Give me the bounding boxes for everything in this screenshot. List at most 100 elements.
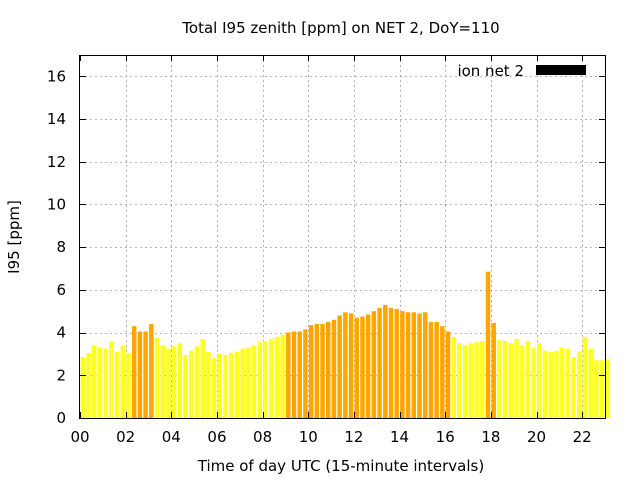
- bar: [588, 348, 593, 418]
- y-tick-label: 0: [56, 409, 66, 427]
- bar: [497, 340, 502, 418]
- x-tick-label: 06: [207, 428, 226, 446]
- bar: [525, 341, 531, 418]
- bar: [520, 345, 525, 418]
- bar: [462, 345, 468, 418]
- bars: [80, 271, 611, 418]
- x-tick-label: 16: [436, 428, 455, 446]
- bar: [514, 338, 519, 418]
- bar: [605, 359, 611, 418]
- bar: [234, 351, 240, 418]
- gridlines: [80, 55, 605, 418]
- x-tick-label: 18: [481, 428, 500, 446]
- bar: [542, 350, 548, 418]
- bar: [480, 341, 485, 418]
- bar: [394, 309, 399, 418]
- x-tick-label: 04: [162, 428, 181, 446]
- bar: [371, 311, 377, 418]
- bar: [274, 336, 280, 418]
- bar: [440, 326, 445, 418]
- bar: [297, 331, 302, 418]
- bar: [474, 342, 479, 418]
- bar: [109, 341, 114, 418]
- bar: [599, 360, 605, 418]
- bar: [183, 355, 188, 418]
- bar: [120, 345, 126, 418]
- bar: [177, 343, 183, 418]
- bar: [434, 321, 439, 418]
- x-tick-label: 08: [253, 428, 272, 446]
- plot-frame: [79, 55, 606, 419]
- legend: ion net 2: [457, 62, 586, 80]
- bar: [326, 321, 331, 418]
- x-axis-label: Time of day UTC (15-minute intervals): [197, 457, 484, 475]
- bar: [537, 343, 542, 418]
- y-tick-label: 12: [47, 153, 66, 171]
- bar: [548, 351, 554, 418]
- bar: [417, 313, 422, 418]
- bar: [303, 329, 308, 418]
- bar: [360, 316, 365, 418]
- y-tick-label: 2: [56, 366, 66, 384]
- bar: [171, 346, 177, 418]
- bar: [246, 347, 251, 418]
- y-tick-label: 4: [56, 324, 66, 342]
- bar: [228, 352, 234, 418]
- bar: [405, 312, 411, 418]
- bar: [103, 348, 108, 418]
- y-tick-label: 14: [47, 110, 66, 128]
- bar: [126, 352, 131, 418]
- bar: [223, 355, 228, 418]
- bar: [149, 324, 154, 418]
- bar: [594, 360, 599, 418]
- bar: [160, 345, 165, 418]
- bar: [577, 351, 582, 418]
- bar: [80, 357, 86, 418]
- x-tick-label: 22: [573, 428, 592, 446]
- legend-swatch: [536, 65, 586, 75]
- bar: [97, 347, 103, 418]
- axis-ticks: [80, 55, 605, 419]
- bar: [365, 314, 371, 418]
- bar: [137, 331, 143, 418]
- bar: [143, 331, 148, 418]
- bar: [485, 271, 491, 418]
- bar: [428, 321, 434, 418]
- bar: [166, 348, 171, 418]
- bar: [194, 346, 200, 418]
- bar: [211, 358, 217, 418]
- bar: [240, 348, 245, 418]
- bar: [320, 324, 325, 418]
- bar: [268, 338, 274, 418]
- x-tick-label: 02: [116, 428, 135, 446]
- bar: [263, 341, 268, 418]
- bar: [354, 317, 359, 418]
- bar: [582, 336, 588, 418]
- bar: [86, 352, 91, 418]
- y-tick-labels: 0 2 4 6 8 10 12 14 16: [47, 67, 66, 427]
- bar: [502, 341, 508, 418]
- bar: [451, 336, 457, 418]
- bar: [491, 322, 496, 418]
- bar: [291, 331, 297, 418]
- bar: [154, 337, 160, 418]
- x-tick-label: 00: [70, 428, 89, 446]
- bar: [131, 326, 137, 418]
- y-tick-label: 6: [56, 281, 66, 299]
- bar: [565, 348, 571, 418]
- bar: [200, 338, 205, 418]
- y-tick-label: 10: [47, 195, 66, 213]
- bar: [217, 353, 223, 418]
- bar: [314, 324, 320, 418]
- bar: [280, 334, 285, 418]
- bar: [423, 312, 428, 418]
- bar: [286, 332, 291, 418]
- bar: [400, 311, 405, 418]
- bar: [468, 343, 474, 418]
- bar: [251, 345, 257, 418]
- bar: [445, 331, 451, 418]
- bar: [383, 304, 388, 418]
- legend-label: ion net 2: [457, 62, 524, 80]
- bar: [388, 308, 394, 418]
- bar: [337, 315, 342, 418]
